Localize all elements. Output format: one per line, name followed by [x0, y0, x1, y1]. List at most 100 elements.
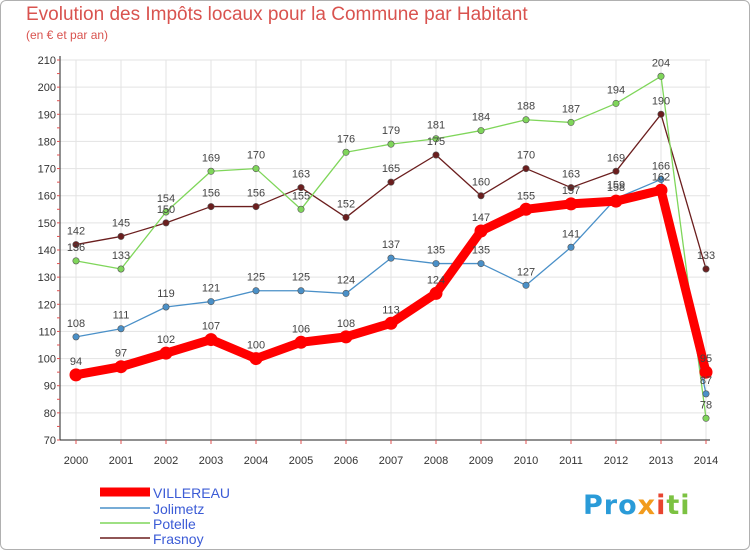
- data-point: [477, 260, 485, 268]
- x-tick-label: 2014: [694, 455, 718, 467]
- data-point: [339, 330, 353, 344]
- x-tick-label: 2003: [199, 455, 223, 467]
- y-tick-label: 180: [38, 136, 56, 148]
- x-tick-label: 2012: [604, 455, 628, 467]
- data-label: 175: [427, 136, 445, 148]
- data-point: [477, 127, 485, 135]
- data-point: [204, 333, 218, 347]
- data-point: [294, 335, 308, 349]
- data-label: 113: [382, 304, 400, 316]
- data-point: [162, 219, 170, 227]
- data-point: [207, 167, 215, 175]
- data-label: 176: [337, 133, 355, 145]
- data-point: [657, 175, 665, 183]
- data-point: [522, 281, 530, 289]
- proxiti-logo: Proxiti: [583, 490, 691, 521]
- data-label: 119: [157, 288, 175, 300]
- data-label: 190: [652, 95, 670, 107]
- logo-part: ti: [666, 490, 691, 521]
- data-label: 184: [472, 112, 490, 124]
- data-point: [342, 213, 350, 221]
- x-tick-label: 2001: [109, 455, 133, 467]
- y-tick-label: 130: [38, 272, 56, 284]
- data-label: 162: [652, 171, 670, 183]
- y-tick-label: 70: [44, 435, 56, 447]
- data-label: 169: [607, 152, 625, 164]
- data-label: 135: [472, 245, 490, 257]
- x-tick-label: 2010: [514, 455, 538, 467]
- data-point: [432, 151, 440, 159]
- data-point: [567, 118, 575, 126]
- y-tick-label: 80: [44, 408, 56, 420]
- data-label: 141: [562, 228, 580, 240]
- data-label: 121: [202, 283, 220, 295]
- data-point: [252, 203, 260, 211]
- data-label: 155: [517, 190, 535, 202]
- data-point: [72, 241, 80, 249]
- data-label: 111: [113, 310, 130, 322]
- data-point: [429, 286, 443, 300]
- data-point: [117, 325, 125, 333]
- data-label: 170: [247, 150, 265, 162]
- data-label: 160: [472, 177, 490, 189]
- data-label: 179: [382, 125, 400, 137]
- legend-label-potelle: Potelle: [153, 516, 196, 532]
- data-point: [114, 360, 128, 374]
- x-tick-label: 2011: [559, 455, 583, 467]
- data-label: 94: [70, 356, 82, 368]
- data-label: 158: [607, 182, 625, 194]
- data-point: [612, 99, 620, 107]
- y-tick-label: 200: [38, 82, 56, 94]
- data-label: 135: [427, 245, 445, 257]
- data-label: 133: [112, 250, 130, 262]
- data-point: [249, 352, 263, 366]
- data-point: [654, 183, 668, 197]
- y-tick-label: 140: [38, 245, 56, 257]
- data-point: [342, 289, 350, 297]
- y-tick-label: 160: [38, 191, 56, 203]
- data-point: [69, 368, 83, 382]
- data-label: 150: [157, 204, 175, 216]
- data-label: 102: [157, 334, 175, 346]
- data-point: [342, 148, 350, 156]
- x-tick-label: 2013: [649, 455, 673, 467]
- x-tick-label: 2006: [334, 455, 358, 467]
- data-label: 165: [382, 163, 400, 175]
- data-label: 125: [292, 272, 310, 284]
- data-point: [522, 116, 530, 124]
- y-tick-label: 170: [38, 164, 56, 176]
- data-label: 163: [562, 169, 580, 181]
- y-tick-label: 210: [38, 55, 56, 67]
- data-label: 157: [562, 185, 580, 197]
- data-point: [72, 333, 80, 341]
- y-tick-label: 190: [38, 109, 56, 121]
- x-tick-label: 2007: [379, 455, 403, 467]
- data-point: [207, 203, 215, 211]
- x-tick-label: 2002: [154, 455, 178, 467]
- data-point: [432, 260, 440, 268]
- data-label: 124: [337, 274, 355, 286]
- legend-label-villereau: VILLEREAU: [153, 485, 231, 501]
- data-point: [612, 167, 620, 175]
- data-label: 124: [427, 274, 445, 286]
- data-label: 194: [607, 84, 625, 96]
- data-label: 97: [115, 348, 127, 360]
- data-label: 204: [652, 57, 670, 69]
- data-point: [702, 390, 710, 398]
- data-point: [564, 197, 578, 211]
- data-label: 100: [247, 340, 265, 352]
- logo-part: i: [656, 490, 667, 521]
- data-point: [159, 346, 173, 360]
- data-point: [297, 205, 305, 213]
- data-label: 127: [517, 266, 535, 278]
- data-point: [297, 184, 305, 192]
- y-tick-label: 110: [38, 326, 56, 338]
- data-label: 187: [562, 103, 580, 115]
- data-point: [162, 208, 170, 216]
- data-point: [474, 224, 488, 238]
- data-label: 156: [247, 188, 265, 200]
- data-label: 155: [292, 190, 310, 202]
- data-point: [702, 265, 710, 273]
- data-label: 108: [67, 318, 85, 330]
- data-label: 170: [517, 150, 535, 162]
